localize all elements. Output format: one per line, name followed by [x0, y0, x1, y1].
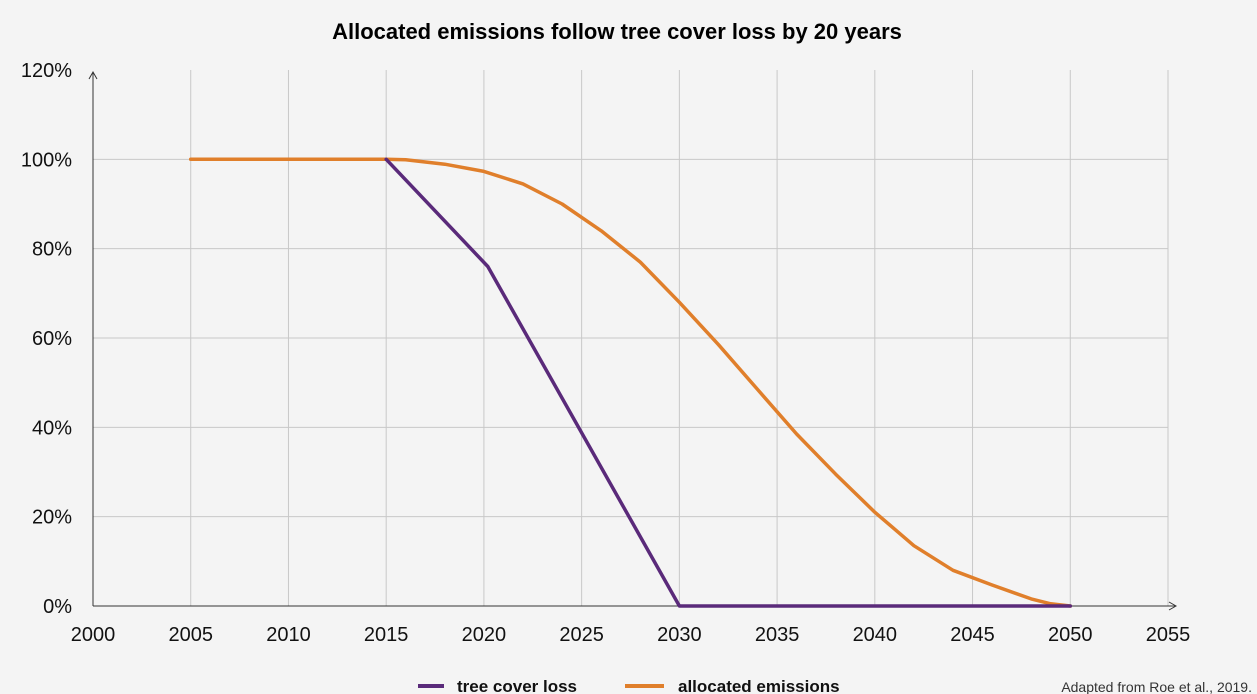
- axes: [88, 70, 1178, 611]
- x-tick-label: 2040: [853, 624, 898, 646]
- x-tick-label: 2050: [1048, 624, 1093, 646]
- y-tick-label: 0%: [43, 596, 72, 618]
- legend-label-tree-cover-loss: tree cover loss: [457, 677, 577, 694]
- x-tick-label: 2020: [462, 624, 507, 646]
- data-series: [188, 157, 1073, 608]
- y-tick-label: 20%: [32, 507, 72, 529]
- x-tick-label: 2015: [364, 624, 409, 646]
- x-tick-label: 2055: [1146, 624, 1191, 646]
- y-axis-arrow: [88, 70, 98, 80]
- tick-labels: 2000 2005 2010 2015 2020 2025 2030 2035 2040 2045…: [21, 60, 1190, 646]
- legend-label-allocated-emissions: allocated emissions: [678, 677, 840, 694]
- y-tick-label: 40%: [32, 417, 72, 439]
- legend: tree cover loss allocated emissions: [418, 677, 840, 694]
- x-tick-label: 2045: [950, 624, 995, 646]
- y-tick-label: 100%: [21, 149, 72, 171]
- x-tick-label: 2035: [755, 624, 800, 646]
- y-tick-label: 120%: [21, 60, 72, 82]
- x-tick-label: 2005: [168, 624, 213, 646]
- tree-cover-loss-line: [384, 157, 1073, 608]
- x-tick-label: 2000: [71, 624, 116, 646]
- x-axis-arrow: [1168, 601, 1178, 611]
- source-note: Adapted from Roe et al., 2019.: [1061, 679, 1252, 694]
- gridlines: [93, 70, 1169, 606]
- y-tick-label: 80%: [32, 239, 72, 261]
- allocated-emissions-line: [188, 157, 1073, 608]
- y-tick-label: 60%: [32, 328, 72, 350]
- x-tick-label: 2030: [657, 624, 702, 646]
- x-tick-label: 2010: [266, 624, 311, 646]
- chart-title: Allocated emissions follow tree cover lo…: [332, 19, 902, 44]
- x-tick-label: 2025: [559, 624, 604, 646]
